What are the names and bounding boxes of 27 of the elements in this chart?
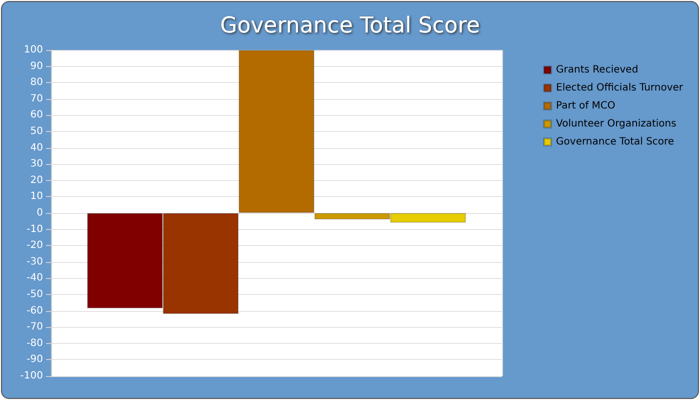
y-tick-label: -10 [26, 224, 43, 235]
y-tick-label: 100 [24, 44, 43, 56]
y-tick-label: 50 [30, 126, 43, 137]
y-tick-label: 80 [30, 77, 43, 88]
y-tick-label: -90 [26, 354, 43, 366]
legend-label: Grants Recieved [556, 64, 638, 76]
chart-title: Governance Total Score [220, 14, 480, 38]
legend-label: Elected Officials Turnover [556, 82, 684, 94]
legend-label: Volunteer Organizations [556, 118, 676, 130]
y-tick-label: 90 [30, 60, 43, 72]
y-tick-label: 10 [30, 191, 43, 202]
legend-label: Part of MCO [556, 100, 616, 112]
y-tick-label: 20 [30, 174, 43, 186]
y-tick-label: 30 [30, 158, 43, 170]
y-tick-label: -30 [26, 256, 43, 268]
y-tick-label: -50 [26, 289, 43, 300]
y-tick-label: 60 [30, 110, 43, 121]
y-tick-label: 40 [30, 142, 43, 154]
y-tick-label: -100 [20, 370, 43, 382]
y-tick-label: -20 [26, 240, 43, 252]
y-tick-label: 70 [30, 93, 43, 104]
y-tick-label: -70 [26, 322, 43, 333]
y-tick-label: 0 [36, 208, 43, 218]
y-tick-label: -60 [26, 305, 43, 316]
y-tick-label: -80 [26, 338, 43, 349]
legend-label: Governance Total Score [556, 136, 674, 148]
y-tick-label: -40 [26, 272, 43, 284]
